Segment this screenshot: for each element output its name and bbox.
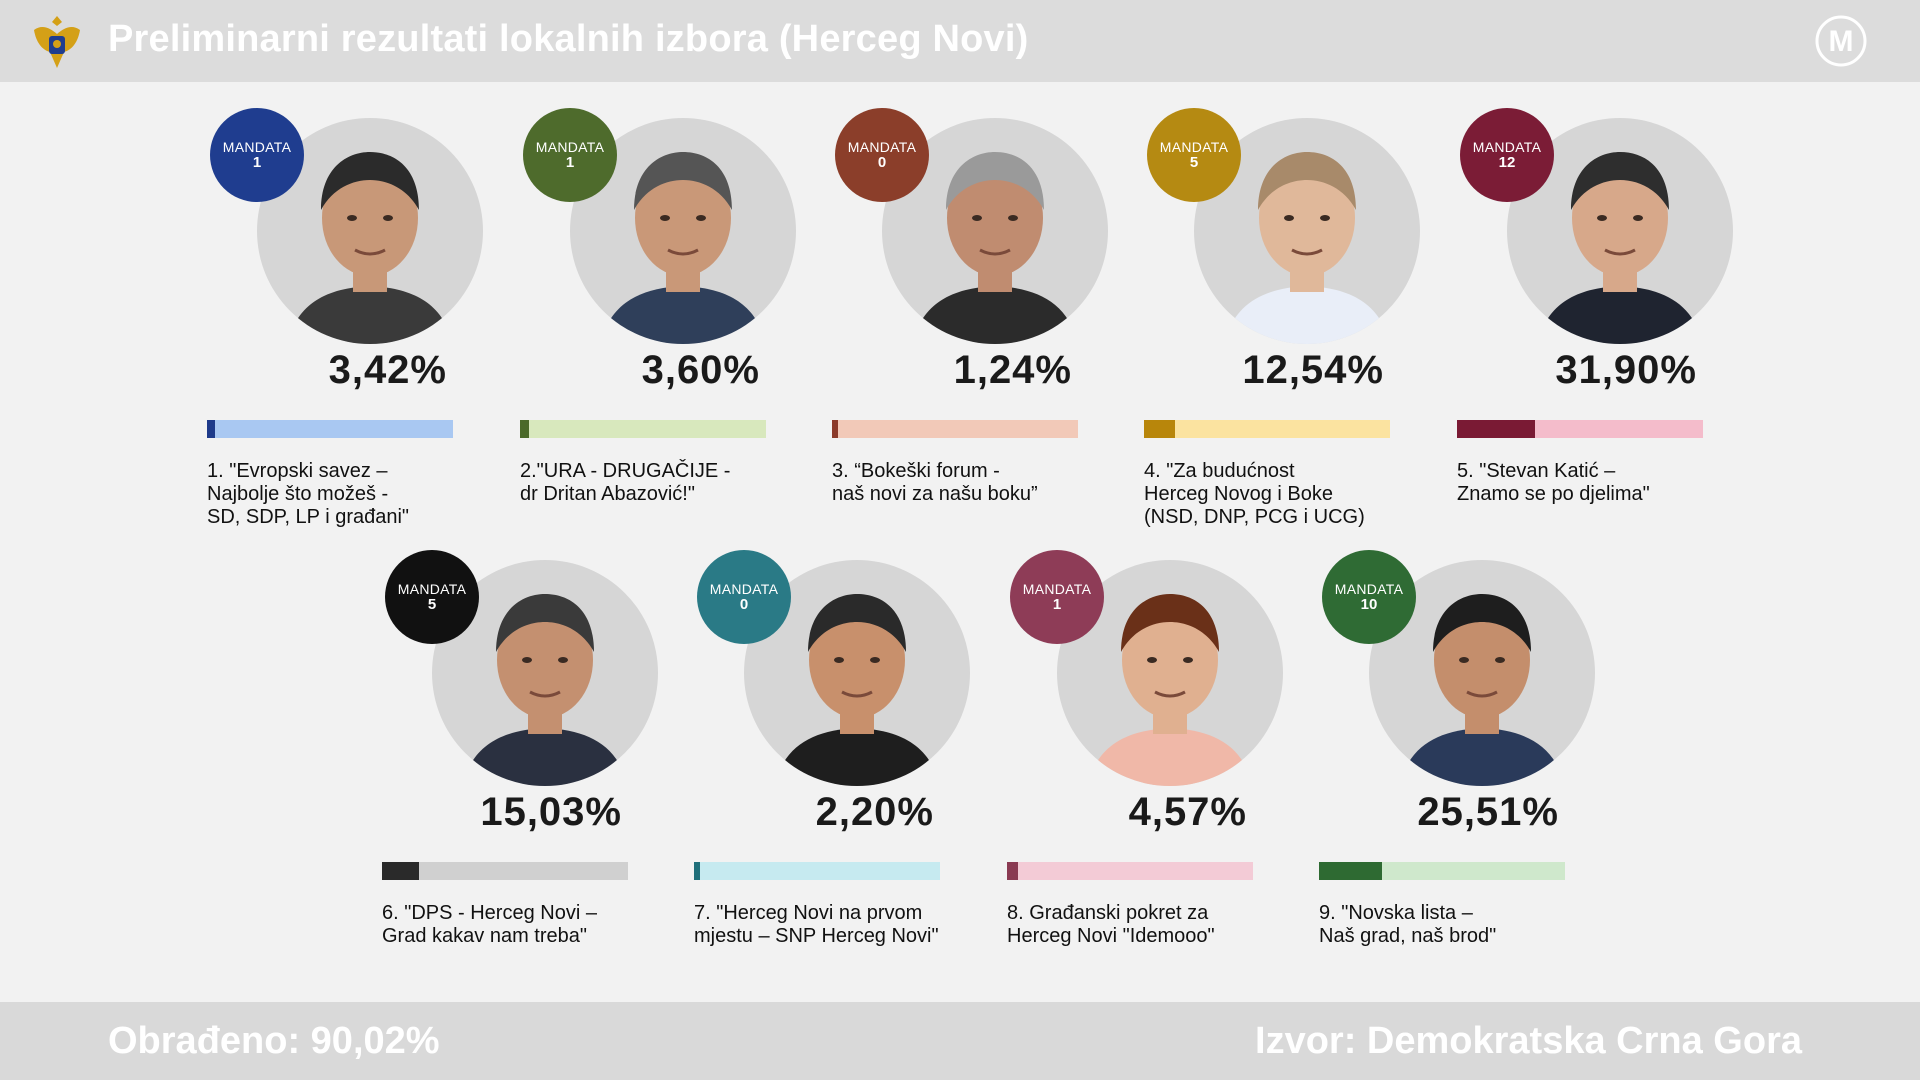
mandata-badge: MANDATA 5 — [1147, 108, 1241, 202]
candidate-photo — [1194, 118, 1420, 344]
mandata-count: 5 — [427, 595, 437, 613]
mandata-label: MANDATA — [535, 138, 605, 155]
result-card: MANDATA 1 3,42% 1. "Evropski savez – Najbol… — [207, 108, 497, 548]
result-card: MANDATA 0 1,24% 3. “Bokeški forum - naš no… — [832, 108, 1122, 548]
result-card: MANDATA 0 2,20% 7. "Herceg Novi na prvom mj… — [694, 550, 984, 990]
vote-bar-fill — [1319, 862, 1382, 880]
mandata-label: MANDATA — [1159, 138, 1229, 155]
list-name: 1. "Evropski savez – Najbolje što možeš … — [207, 460, 410, 528]
vote-bar-fill — [1457, 420, 1535, 438]
vote-percentage: 3,42% — [328, 348, 447, 392]
vote-percentage: 12,54% — [1242, 348, 1384, 392]
mandata-badge: MANDATA 0 — [697, 550, 791, 644]
mandata-count: 1 — [565, 153, 575, 171]
mandata-count: 0 — [877, 153, 887, 171]
footer-bar: Obrađeno: 90,02% Izvor: Demokratska Crna… — [0, 1002, 1920, 1080]
vote-percentage: 1,24% — [953, 348, 1072, 392]
mandata-count: 1 — [1052, 595, 1062, 613]
vote-percentage: 3,60% — [641, 348, 760, 392]
result-card: MANDATA 12 31,90% 5. "Stevan Katić – Znamo … — [1457, 108, 1747, 548]
result-card: MANDATA 1 4,57% 8. Građanski pokret za Herc… — [1007, 550, 1297, 990]
mandata-count: 12 — [1498, 153, 1516, 171]
vote-percentage: 4,57% — [1128, 790, 1247, 834]
list-name: 9. "Novska lista – Naš grad, naš brod" — [1319, 902, 1497, 947]
result-card: MANDATA 10 25,51% 9. "Novska lista – Naš gr… — [1319, 550, 1609, 990]
mandata-count: 0 — [739, 595, 749, 613]
mandata-count: 1 — [252, 153, 262, 171]
mandata-label: MANDATA — [397, 580, 467, 597]
vote-bar-track — [1144, 420, 1390, 438]
result-card: MANDATA 5 12,54% 4. "Za budućnost Herceg No… — [1144, 108, 1434, 548]
list-name: 4. "Za budućnost Herceg Novog i Boke (NS… — [1144, 460, 1365, 528]
vote-bar-fill — [832, 420, 838, 438]
vote-bar-track — [382, 862, 628, 880]
svg-text:M: M — [1829, 25, 1854, 58]
coat-of-arms-icon — [34, 16, 80, 68]
brand-logo-icon: M — [1815, 15, 1867, 67]
vote-bar-track — [520, 420, 766, 438]
vote-percentage: 15,03% — [480, 790, 622, 834]
list-name: 8. Građanski pokret za Herceg Novi "Idem… — [1007, 902, 1215, 947]
source-credit: Izvor: Demokratska Crna Gora — [1255, 1020, 1802, 1062]
list-name: 6. "DPS - Herceg Novi – Grad kakav nam t… — [382, 902, 597, 947]
mandata-badge: MANDATA 10 — [1322, 550, 1416, 644]
vote-bar-track — [1457, 420, 1703, 438]
mandata-badge: MANDATA 1 — [210, 108, 304, 202]
mandata-label: MANDATA — [1472, 138, 1542, 155]
list-name: 2."URA - DRUGAČIJE - dr Dritan Abazović!… — [520, 460, 731, 505]
candidate-photo — [1369, 560, 1595, 786]
mandata-badge: MANDATA 12 — [1460, 108, 1554, 202]
vote-bar-track — [832, 420, 1078, 438]
vote-bar-fill — [382, 862, 419, 880]
mandata-label: MANDATA — [1334, 580, 1404, 597]
mandata-badge: MANDATA 1 — [523, 108, 617, 202]
mandata-label: MANDATA — [847, 138, 917, 155]
vote-bar-track — [207, 420, 453, 438]
mandata-label: MANDATA — [222, 138, 292, 155]
list-name: 5. "Stevan Katić – Znamo se po djelima" — [1457, 460, 1650, 505]
mandata-count: 10 — [1360, 595, 1378, 613]
vote-bar-fill — [207, 420, 215, 438]
list-name: 3. “Bokeški forum - naš novi za našu bok… — [832, 460, 1038, 505]
vote-percentage: 25,51% — [1417, 790, 1559, 834]
list-name: 7. "Herceg Novi na prvom mjestu – SNP He… — [694, 902, 939, 947]
candidate-photo — [1507, 118, 1733, 344]
vote-bar-track — [1007, 862, 1253, 880]
result-card: MANDATA 1 3,60% 2."URA - DRUGAČIJE - dr Dri… — [520, 108, 810, 548]
page-title: Preliminarni rezultati lokalnih izbora (… — [108, 18, 1029, 60]
mandata-badge: MANDATA 1 — [1010, 550, 1104, 644]
vote-bar-track — [1319, 862, 1565, 880]
vote-bar-fill — [1007, 862, 1018, 880]
processed-percentage: Obrađeno: 90,02% — [108, 1020, 440, 1062]
mandata-badge: MANDATA 5 — [385, 550, 479, 644]
vote-bar-fill — [694, 862, 700, 880]
vote-percentage: 2,20% — [815, 790, 934, 834]
mandata-label: MANDATA — [1022, 580, 1092, 597]
mandata-label: MANDATA — [709, 580, 779, 597]
mandata-badge: MANDATA 0 — [835, 108, 929, 202]
vote-percentage: 31,90% — [1555, 348, 1697, 392]
header-bar: Preliminarni rezultati lokalnih izbora (… — [0, 0, 1920, 82]
mandata-count: 5 — [1189, 153, 1199, 171]
result-card: MANDATA 5 15,03% 6. "DPS - Herceg Novi – Gr… — [382, 550, 672, 990]
vote-bar-track — [694, 862, 940, 880]
vote-bar-fill — [520, 420, 529, 438]
vote-bar-fill — [1144, 420, 1175, 438]
